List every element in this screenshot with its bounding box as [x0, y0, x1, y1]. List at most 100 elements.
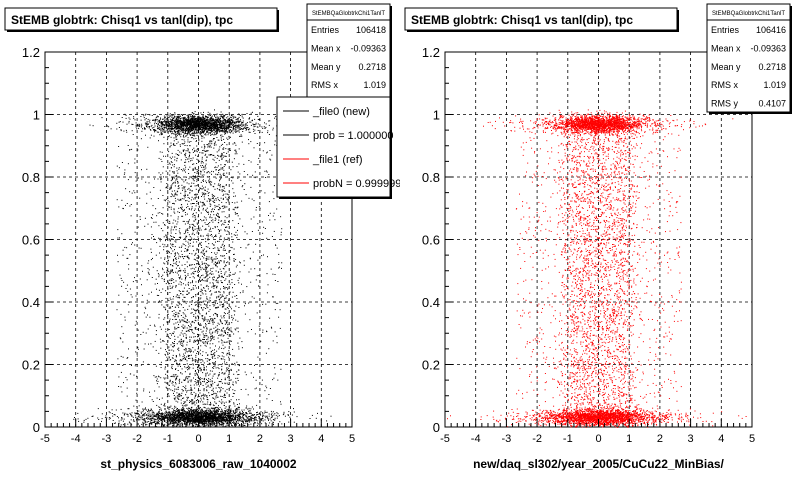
- scatter-point: [240, 420, 242, 422]
- scatter-point: [192, 122, 194, 124]
- scatter-point: [212, 123, 214, 125]
- scatter-point: [140, 119, 142, 121]
- scatter-point: [149, 122, 151, 124]
- scatter-point: [101, 117, 103, 119]
- scatter-point: [205, 133, 207, 135]
- scatter-point: [246, 122, 248, 124]
- scatter-point: [221, 414, 223, 416]
- scatter-point: [176, 425, 178, 427]
- scatter-point: [178, 415, 180, 417]
- scatter-point: [256, 143, 258, 144]
- scatter-point: [258, 413, 260, 414]
- scatter-point: [204, 127, 206, 129]
- scatter-point: [199, 122, 201, 124]
- scatter-point: [177, 416, 179, 418]
- scatter-point: [173, 129, 175, 131]
- scatter-point: [224, 415, 226, 417]
- scatter-point: [191, 122, 193, 124]
- scatter-point: [187, 411, 189, 413]
- scatter-point: [158, 352, 160, 354]
- scatter-point: [242, 413, 244, 415]
- scatter-point: [203, 121, 205, 123]
- scatter-point: [195, 125, 197, 127]
- scatter-point: [193, 138, 195, 140]
- scatter-point: [171, 130, 173, 132]
- scatter-point: [173, 123, 175, 125]
- scatter-point: [172, 118, 174, 120]
- scatter-point: [215, 423, 217, 425]
- scatter-point: [257, 130, 259, 131]
- scatter-point: [219, 419, 221, 421]
- scatter-point: [272, 411, 274, 413]
- scatter-point: [238, 125, 240, 127]
- scatter-point: [169, 421, 171, 423]
- scatter-point: [239, 415, 241, 417]
- scatter-point: [234, 122, 236, 124]
- scatter-point: [181, 126, 183, 127]
- scatter-point: [221, 420, 223, 422]
- scatter-point: [187, 115, 189, 117]
- scatter-point: [158, 420, 160, 422]
- scatter-point: [196, 412, 198, 414]
- scatter-point: [228, 124, 230, 126]
- scatter-point: [160, 414, 162, 416]
- scatter-point: [254, 414, 255, 416]
- scatter-point: [190, 122, 192, 124]
- scatter-point: [211, 412, 213, 414]
- scatter-point: [172, 132, 173, 134]
- scatter-point: [236, 124, 238, 126]
- scatter-point: [199, 425, 201, 427]
- scatter-point: [181, 422, 183, 424]
- scatter-point: [220, 423, 222, 425]
- scatter-point: [213, 305, 215, 307]
- scatter-point: [201, 117, 203, 119]
- scatter-point: [235, 116, 237, 118]
- scatter-point: [151, 422, 153, 424]
- scatter-point: [217, 116, 219, 118]
- scatter-point: [218, 409, 220, 411]
- scatter-point: [168, 127, 169, 129]
- scatter-point: [228, 122, 230, 124]
- scatter-point: [181, 124, 183, 126]
- scatter-point: [160, 129, 162, 131]
- scatter-point: [216, 413, 218, 415]
- scatter-point: [242, 128, 244, 130]
- scatter-point: [179, 127, 181, 129]
- scatter-point: [187, 133, 189, 135]
- scatter-point: [193, 215, 195, 216]
- scatter-point: [269, 422, 271, 424]
- scatter-point: [203, 410, 205, 412]
- scatter-point: [215, 421, 217, 423]
- scatter-point: [208, 415, 210, 417]
- scatter-point: [223, 422, 225, 424]
- scatter-point: [198, 121, 200, 123]
- scatter-point: [194, 415, 196, 417]
- scatter-point: [188, 130, 190, 131]
- scatter-point: [200, 426, 201, 428]
- scatter-point: [215, 414, 216, 416]
- scatter-point: [154, 130, 156, 132]
- scatter-point: [199, 117, 201, 119]
- scatter-point: [175, 280, 177, 282]
- scatter-point: [206, 118, 208, 120]
- scatter-point: [228, 407, 230, 408]
- scatter-point: [239, 417, 241, 418]
- scatter-point: [203, 423, 205, 425]
- scatter-point: [185, 120, 187, 121]
- scatter-point: [234, 417, 236, 419]
- scatter-point: [151, 422, 153, 424]
- scatter-point: [263, 415, 265, 417]
- scatter-point: [186, 114, 188, 116]
- scatter-point: [152, 415, 154, 417]
- scatter-point: [200, 417, 201, 419]
- scatter-point: [202, 115, 204, 117]
- scatter-point: [180, 421, 182, 422]
- scatter-point: [221, 122, 222, 124]
- scatter-point: [250, 420, 252, 422]
- scatter-point: [216, 419, 218, 421]
- scatter-point: [237, 414, 238, 416]
- scatter-point: [253, 408, 254, 410]
- scatter-point: [265, 126, 267, 128]
- scatter-point: [202, 417, 204, 419]
- scatter-point: [273, 414, 275, 416]
